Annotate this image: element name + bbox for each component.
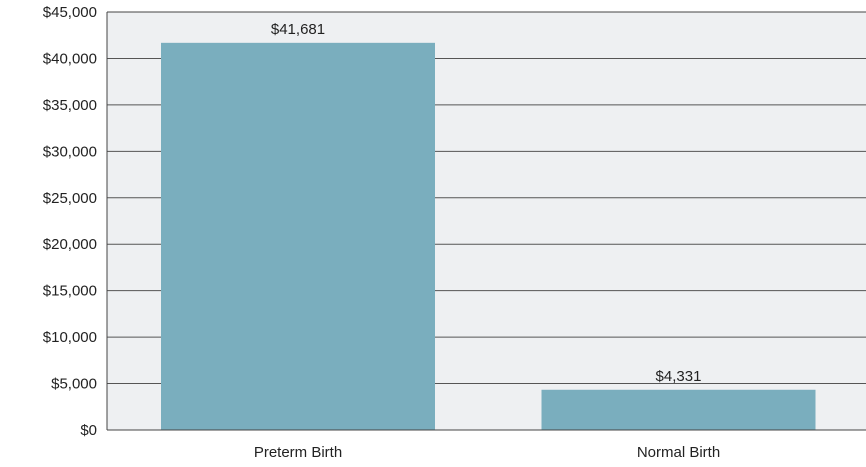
y-tick-label: $40,000 bbox=[43, 50, 97, 67]
y-tick-label: $15,000 bbox=[43, 283, 97, 300]
y-tick-labels: $0 $5,000 $10,000 $15,000 $20,000 $25,000 $30,… bbox=[43, 4, 97, 439]
y-tick-label: $30,000 bbox=[43, 143, 97, 160]
y-tick-label: $20,000 bbox=[43, 236, 97, 253]
y-tick-label: $25,000 bbox=[43, 190, 97, 207]
bar-preterm-birth bbox=[161, 42, 435, 430]
y-tick-label: $35,000 bbox=[43, 97, 97, 114]
y-tick-label: $45,000 bbox=[43, 4, 97, 21]
y-tick-label: $5,000 bbox=[51, 376, 97, 393]
y-tick-label: $10,000 bbox=[43, 329, 97, 346]
bars bbox=[161, 42, 816, 430]
x-category-label: Normal Birth bbox=[637, 444, 720, 461]
x-category-labels: Preterm Birth Normal Birth bbox=[254, 444, 720, 461]
bar-normal-birth bbox=[541, 389, 816, 430]
x-category-label: Preterm Birth bbox=[254, 444, 342, 461]
data-label: $41,681 bbox=[271, 21, 325, 38]
data-label: $4,331 bbox=[656, 368, 702, 385]
data-labels: $41,681 $4,331 bbox=[271, 21, 702, 385]
axes bbox=[106, 11, 866, 431]
y-tick-label: $0 bbox=[80, 422, 97, 439]
